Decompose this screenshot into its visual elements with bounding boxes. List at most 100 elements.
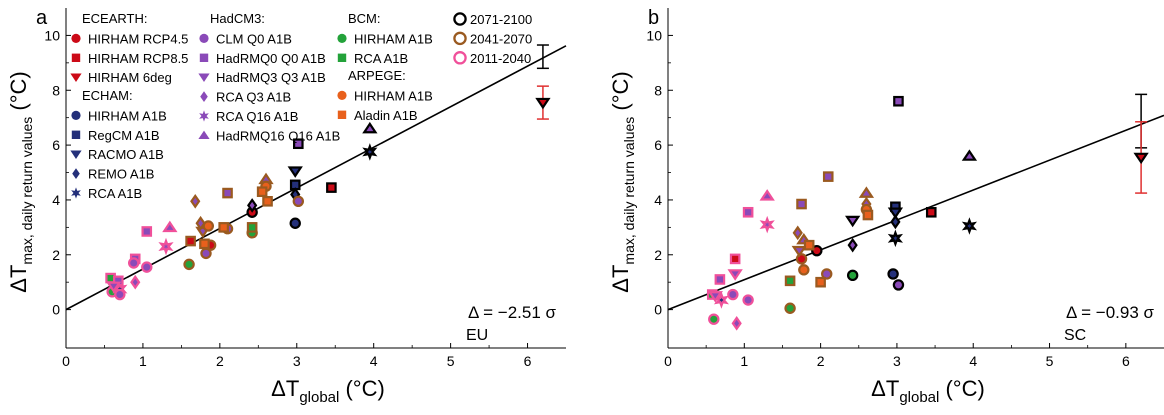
x-tick-label: 6 [524,353,532,369]
legend-marker [200,91,208,102]
legend-marker [337,33,347,44]
x-tick-label: 6 [1122,353,1130,369]
x-tick-label: 4 [969,353,977,369]
legend-item-label: HIRHAM A1B [354,88,433,103]
legend-group-header: HadCM3: [210,11,265,26]
legend-marker [337,90,347,100]
data-point [141,226,153,237]
data-point [246,222,258,233]
panel-label: b [648,7,659,29]
legend-item-label: RCA A1B [88,186,142,201]
data-point [707,291,723,303]
x-tick-label: 5 [1046,353,1054,369]
data-point [218,222,229,233]
data-point [190,193,201,209]
data-point [731,316,742,331]
y-tick-label: 4 [52,192,60,208]
y-tick-label: 2 [52,247,60,263]
legend-marker [71,33,81,44]
data-point [535,97,551,110]
data-point [106,281,122,294]
x-tick-label: 3 [893,353,901,369]
data-point [822,171,834,182]
legend-group-header: ECEARTH: [82,11,148,26]
data-point [858,186,875,198]
legend-period-marker [453,12,467,26]
data-point [845,215,861,228]
legend-item-label: Aladin A1B [354,108,418,123]
data-point [326,182,337,193]
legend: ECEARTH: HIRHAM RCP4.5 HIRHAM RCP8.5 HIRHAM… [70,11,532,201]
data-point [256,186,268,198]
legend-period-label: 2071-2100 [470,12,532,27]
legend-marker [337,110,347,119]
data-point [727,288,739,301]
y-tick-label: 6 [654,137,662,153]
legend-item-label: RCA A1B [354,51,408,66]
x-tick-label: 2 [216,353,224,369]
data-point [961,149,978,161]
legend-marker [337,53,347,62]
legend-marker [198,130,210,140]
data-point [791,245,807,258]
delta-annotation: Δ = −0.93 σ [1066,303,1155,322]
data-point [759,215,775,234]
panel-b: b 0 1 2 3 4 5 6 0 2 4 6 8 10 ΔTglobal (°C) ΔTmax, daily… [608,7,1164,406]
data-point [887,268,899,280]
delta-annotation: Δ = −2.51 σ [468,303,557,322]
legend-item-label: HIRHAM RCP8.5 [88,51,188,66]
legend-marker [70,150,82,159]
data-point [362,143,378,161]
data-point [127,257,140,269]
legend-item-label: HadRMQ0 Q0 A1B [216,51,326,66]
legend-marker [199,33,209,44]
legend-period-label: 2011-2040 [470,51,531,66]
legend-marker [199,53,209,62]
x-tick-label: 1 [740,353,748,369]
legend-group-header: ECHAM: [82,88,133,103]
data-point [199,238,210,250]
legend-item-label: RCA Q16 A1B [216,109,298,124]
data-point [222,187,233,199]
legend-marker [71,53,81,62]
data-point [862,209,874,221]
x-tick-label: 0 [62,353,70,369]
data-point [195,215,206,231]
data-point [796,198,807,210]
legend-item-label: RCA Q3 A1B [216,90,291,105]
data-point [821,268,833,280]
data-point [846,269,859,282]
data-point [798,264,810,276]
x-tick-label: 2 [817,353,825,369]
data-point [362,121,378,134]
legend-item-label: CLM Q0 A1B [216,31,292,46]
y-tick-label: 2 [654,247,662,263]
data-point [887,229,904,248]
y-tick-label: 10 [646,27,662,43]
x-tick-label: 3 [293,353,301,369]
x-tick-label: 0 [664,353,672,369]
data-point [742,206,754,218]
panel-label: a [36,7,48,29]
data-point [293,138,304,150]
data-point [729,253,741,265]
data-point [202,220,215,232]
legend-group-header: BCM: [348,11,381,26]
data-point [727,269,743,281]
data-point [141,261,153,273]
data-point [114,288,126,301]
legend-marker [71,110,81,120]
legend-item-label: RACMO A1B [88,147,164,162]
data-point [961,217,978,235]
data-point [185,235,196,247]
x-tick-label: 1 [139,353,147,369]
data-point [811,244,823,257]
data-point [815,276,826,288]
legend-marker [71,187,81,199]
data-point [247,198,258,213]
legend-item-label: HIRHAM A1B [354,31,433,46]
x-tick-label: 5 [447,353,455,369]
legend-item-label: HadRMQ16 Q16 A1B [216,128,340,143]
